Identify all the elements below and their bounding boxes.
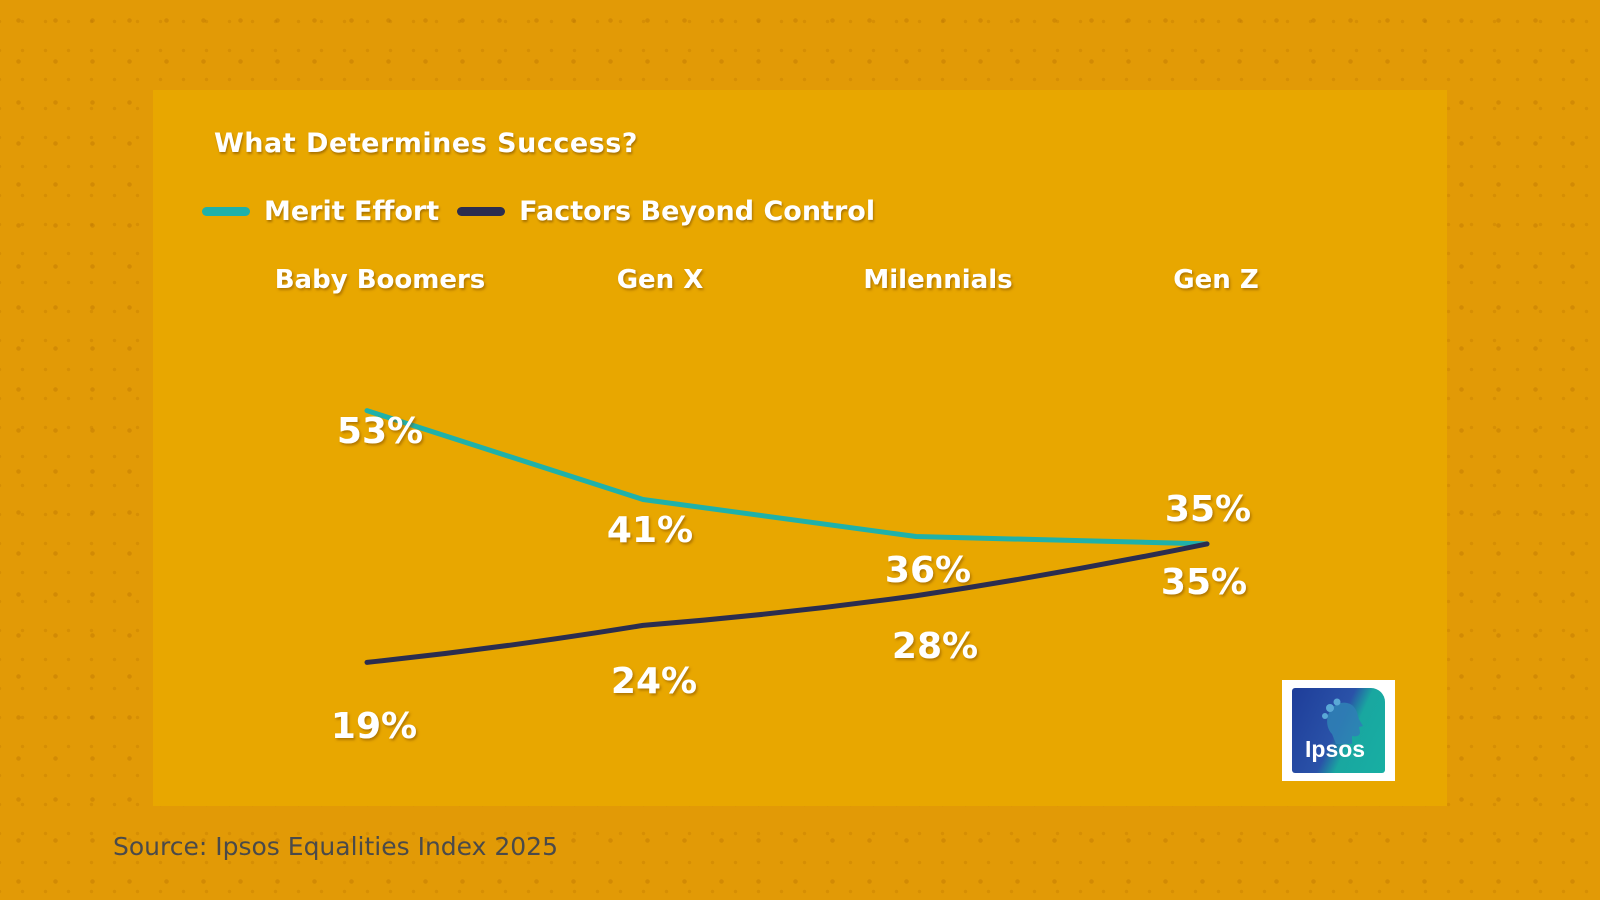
data-label-merit-effort-gen-z: 35% (1165, 489, 1251, 530)
legend-label-merit-effort: Merit Effort (264, 196, 440, 227)
ipsos-head-icon (1322, 698, 1363, 744)
chart-title: What Determines Success? (214, 128, 638, 159)
ipsos-logo: Ipsos (1282, 680, 1395, 781)
data-label-merit-effort-baby-boomers: 53% (337, 411, 423, 452)
data-label-factors-beyond-control-gen-x: 24% (611, 661, 697, 702)
data-label-merit-effort-milennials: 36% (885, 550, 971, 591)
data-label-factors-beyond-control-gen-z: 35% (1161, 562, 1247, 603)
legend-item-factors-beyond-control: Factors Beyond Control (457, 196, 875, 227)
legend-swatch-merit-effort (202, 207, 250, 216)
category-label-gen-x: Gen X (617, 265, 704, 295)
category-label-gen-z: Gen Z (1173, 265, 1258, 295)
ipsos-logo-badge: Ipsos (1292, 688, 1385, 773)
legend-label-factors-beyond-control: Factors Beyond Control (519, 196, 876, 227)
series-line-factors-beyond-control (364, 541, 1210, 665)
series-line-merit-effort (364, 408, 1210, 547)
legend: Merit Effort Factors Beyond Control (202, 196, 893, 227)
data-label-factors-beyond-control-baby-boomers: 19% (331, 706, 417, 747)
legend-swatch-factors-beyond-control (457, 207, 506, 216)
category-label-milennials: Milennials (863, 265, 1012, 295)
category-label-baby-boomers: Baby Boomers (275, 265, 486, 295)
source-note: Source: Ipsos Equalities Index 2025 (113, 832, 558, 861)
ipsos-logo-text: Ipsos (1305, 736, 1366, 762)
chart-panel (153, 90, 1447, 806)
data-label-merit-effort-gen-x: 41% (607, 510, 693, 551)
data-label-factors-beyond-control-milennials: 28% (892, 626, 978, 667)
legend-item-merit-effort: Merit Effort (202, 196, 439, 227)
